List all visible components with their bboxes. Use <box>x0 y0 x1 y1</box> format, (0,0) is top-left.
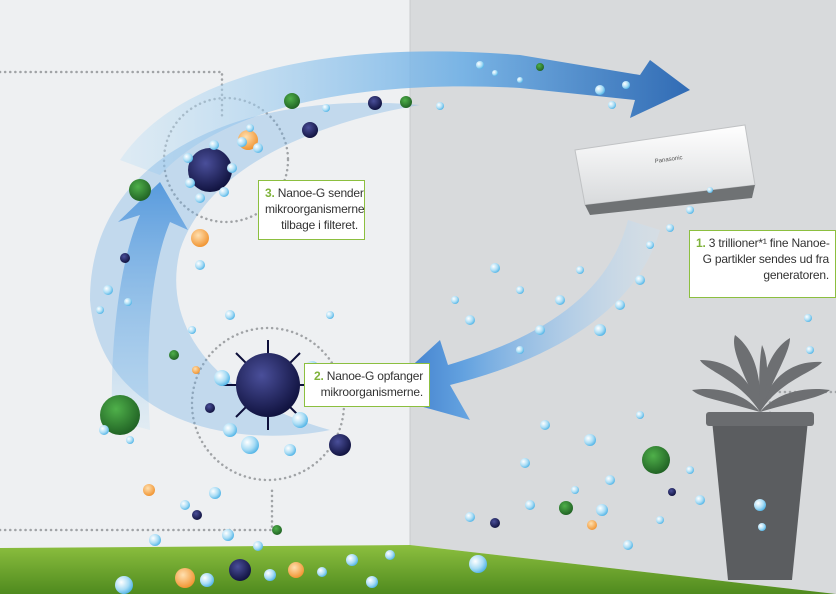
callout-text: mikroorganismerne <box>265 202 365 216</box>
microbe-icon <box>100 395 140 435</box>
microbe-icon <box>302 122 318 138</box>
step-number: 1. <box>696 236 706 250</box>
microbe-icon <box>642 446 670 474</box>
callout-text: tilbage i filteret. <box>281 218 358 232</box>
callout-text: generatoren. <box>763 268 829 282</box>
microbe-icon <box>192 366 200 374</box>
microbe-icon <box>229 559 251 581</box>
microbe-icon <box>536 63 544 71</box>
step-number: 3. <box>265 186 275 200</box>
microbe-icon <box>587 520 597 530</box>
microbe-icon <box>272 525 282 535</box>
callout-text: Nanoe-G opfanger <box>326 369 423 383</box>
microbe-icon <box>490 518 500 528</box>
microbe-icon <box>129 179 151 201</box>
callout-text: Nanoe-G sender <box>277 186 364 200</box>
brand-logo: Panasonic <box>654 155 683 165</box>
microbe-icon <box>668 488 676 496</box>
microbe-icon <box>175 568 195 588</box>
callout-text: mikroorganismerne. <box>320 385 424 399</box>
callout-step-2: 2. Nanoe-G opfanger mikroorganismerne. <box>304 363 430 407</box>
microbe-icon <box>223 340 313 430</box>
airflow-arrow-left <box>111 182 188 430</box>
air-conditioner-icon: Panasonic <box>574 124 756 215</box>
microbe-icon <box>368 96 382 110</box>
step-number: 2. <box>314 369 324 383</box>
callout-text: G partikler sendes ud fra <box>702 252 830 266</box>
microbe-icon <box>329 434 351 456</box>
microbe-icon <box>143 484 155 496</box>
airflow-arrow-bottom <box>380 220 660 420</box>
microbe-icon <box>120 253 130 263</box>
callout-step-1: 1. 3 trillioner*¹ fine Nanoe- G partikle… <box>689 230 836 298</box>
microbe-icon <box>205 403 215 413</box>
nanoe-particle-icon <box>96 61 814 594</box>
microbe-icon <box>169 350 179 360</box>
callout-step-3: 3. Nanoe-G sender mikroorganismerne tilb… <box>258 180 365 240</box>
microbe-icon <box>284 93 300 109</box>
microbe-icon <box>192 510 202 520</box>
microbe-icon <box>288 562 304 578</box>
microbe-icon <box>191 229 209 247</box>
microbe-icon <box>188 148 232 192</box>
callout-text: 3 trillioner*¹ fine Nanoe- <box>708 236 830 250</box>
microbe-icon <box>400 96 412 108</box>
microbe-icon <box>559 501 573 515</box>
airflow-arrow-top <box>120 51 690 175</box>
